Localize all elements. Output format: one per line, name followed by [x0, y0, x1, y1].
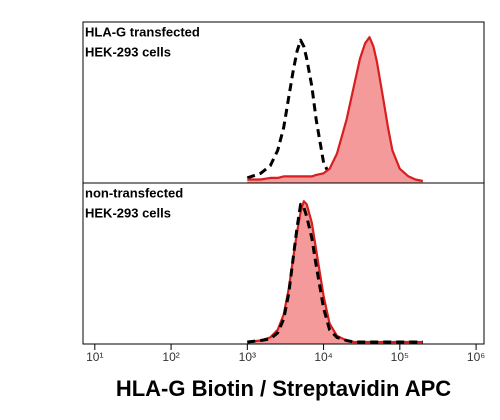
histogram-area	[247, 201, 423, 344]
histogram-line	[247, 36, 424, 183]
panel-label: HEK-293 cells	[85, 205, 171, 220]
panel-label: HEK-293 cells	[85, 44, 171, 59]
x-tick-label: 10³	[239, 350, 256, 364]
panel-label: non-transfected	[85, 185, 183, 200]
x-tick-label: 10⁵	[391, 350, 409, 364]
x-tick-label: 10⁶	[467, 350, 485, 364]
x-tick-label: 10⁴	[314, 350, 333, 364]
x-tick-label: 10²	[162, 350, 179, 364]
histogram-line	[247, 202, 423, 344]
x-axis-label: HLA-G Biotin / Streptavidin APC	[116, 376, 451, 401]
panel-frame	[82, 182, 485, 345]
x-tick-label: 10¹	[86, 350, 103, 364]
histogram-line	[247, 200, 423, 344]
panel-label: HLA-G transfected	[85, 24, 200, 39]
